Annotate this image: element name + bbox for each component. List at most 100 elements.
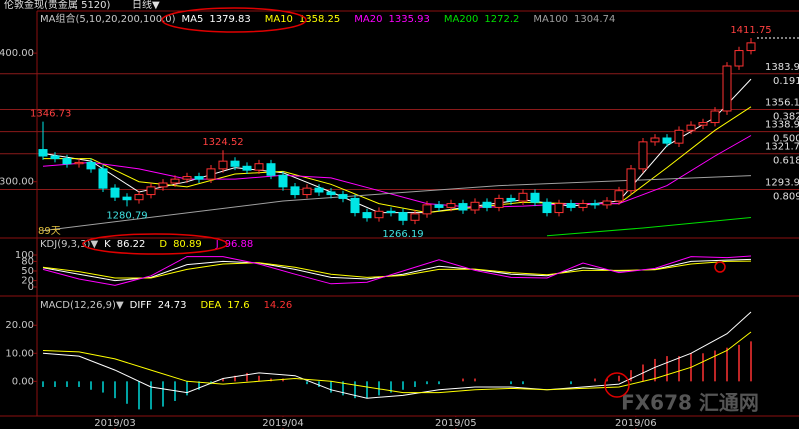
candle-body: [134, 194, 144, 201]
fib-level-value: 1293.99: [765, 177, 799, 188]
period-note: 89天: [38, 226, 61, 237]
fib-level-ratio: 0.618: [773, 156, 799, 167]
legend-text: 86.22: [117, 239, 146, 250]
candle-body: [290, 186, 300, 196]
candle-body: [482, 201, 492, 208]
series-line: [42, 135, 752, 208]
x-tick-label: 2019/04: [262, 418, 304, 429]
legend-text: 1304.74: [574, 14, 615, 25]
legend-text: MA20: [354, 14, 382, 25]
series-line: [42, 175, 752, 232]
legend-text: DEA: [200, 300, 221, 311]
candle-body: [518, 192, 528, 202]
legend-text: 1272.2: [484, 14, 519, 25]
frame: [0, 10, 799, 417]
candle-body: [98, 168, 108, 189]
candle-body: [374, 210, 384, 219]
candle-body: [206, 168, 216, 180]
legend-text: 1335.93: [388, 14, 429, 25]
series-line: [546, 217, 752, 237]
fib-level-value: 1383.95: [765, 62, 799, 73]
candle-body: [362, 212, 372, 219]
candle-body: [338, 194, 348, 199]
candle-body: [122, 196, 132, 201]
candle-body: [398, 212, 408, 221]
fib-level-value: 1356.15: [765, 98, 799, 109]
candle-body: [242, 165, 252, 171]
legend-text: DIFF: [130, 300, 152, 311]
y-tick-label: 1400.00: [0, 48, 34, 59]
candle-body: [230, 160, 240, 167]
candle-body: [470, 201, 480, 211]
fib-level-ratio: 0.191: [773, 76, 799, 87]
candle-body: [662, 137, 672, 144]
candle-body: [182, 176, 192, 180]
high-label: 1346.73: [30, 109, 71, 120]
y-tick-label: 50: [21, 266, 34, 277]
y-tick-label: 10.00: [5, 348, 34, 359]
y-tick-label: 20: [21, 276, 34, 287]
candle-body: [434, 204, 444, 208]
legend-text: KDJ(9,3,3)▼: [40, 239, 98, 250]
legend-text: MA5: [182, 14, 204, 25]
candle-body: [530, 192, 540, 203]
candle-body: [746, 42, 756, 52]
fib-level-ratio: 0.500: [773, 134, 799, 145]
candle-body: [722, 65, 732, 112]
candle-body: [554, 203, 564, 214]
y-tick-label: 1300.00: [0, 177, 34, 188]
candle-body: [734, 50, 744, 67]
candle-body: [314, 187, 324, 193]
x-tick-label: 2019/06: [615, 418, 657, 429]
legend-text: MA200: [444, 14, 479, 25]
candle-body: [578, 203, 588, 208]
candle-body: [158, 182, 168, 188]
candle-body: [650, 137, 660, 143]
candle-body: [170, 178, 180, 184]
candle-body: [194, 176, 204, 180]
low-label: 1266.19: [382, 229, 423, 240]
candle-body: [146, 186, 156, 196]
candle-body: [542, 201, 552, 214]
candle-body: [494, 197, 504, 208]
candle-body: [86, 161, 96, 170]
legend-text: MA100: [533, 14, 568, 25]
x-tick-label: 2019/05: [435, 418, 477, 429]
legend-text: MA10: [265, 14, 293, 25]
legend-text: J: [215, 239, 219, 250]
series-line: [42, 311, 752, 399]
candle-body: [638, 141, 648, 170]
fib-level-ratio: 0.809: [773, 191, 799, 202]
candle-body: [110, 187, 120, 198]
candle-body: [38, 149, 48, 157]
candle-body: [566, 203, 576, 208]
series-line: [42, 255, 752, 286]
candle-body: [266, 163, 276, 176]
candle-body: [710, 110, 720, 124]
series-line: [42, 331, 752, 394]
y-tick-label: 0.00: [12, 376, 34, 387]
candle-body: [386, 210, 396, 214]
high-label: 1411.75: [730, 25, 771, 36]
candle-body: [590, 203, 600, 206]
legend-text: K: [104, 239, 111, 250]
watermark: FX678 汇通网: [621, 391, 759, 415]
fib-level-value: 1338.97: [765, 120, 799, 131]
legend-text: 80.89: [173, 239, 202, 250]
candle-body: [506, 197, 516, 202]
legend-text: 24.73: [158, 300, 187, 311]
candle-body: [254, 163, 264, 171]
high-label: 1324.52: [202, 137, 243, 148]
legend-text: 1379.83: [209, 14, 250, 25]
candle-body: [50, 155, 60, 160]
candle-body: [602, 200, 612, 206]
candle-body: [614, 190, 624, 202]
candle-body: [422, 204, 432, 215]
legend-text: 14.26: [264, 300, 293, 311]
candle-body: [350, 197, 360, 214]
y-tick-label: 20.00: [5, 320, 34, 331]
candle-body: [302, 187, 312, 196]
period-selector[interactable]: 日线▼: [132, 0, 160, 11]
candle-body: [62, 158, 72, 165]
